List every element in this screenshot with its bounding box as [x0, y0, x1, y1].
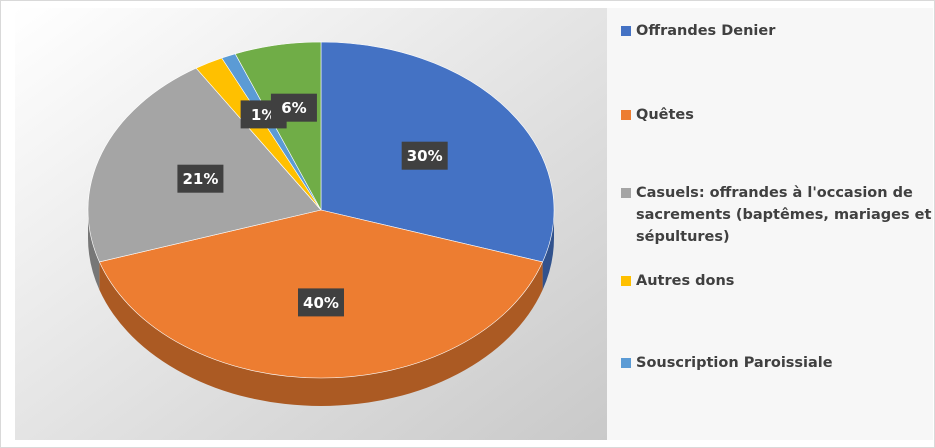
legend-swatch — [621, 276, 631, 286]
data-label: 6% — [281, 99, 306, 117]
legend-label: Casuels: offrandes à l'occasion de sacre… — [636, 185, 932, 245]
legend-label: Quêtes — [636, 107, 694, 123]
data-label-box — [177, 164, 224, 193]
slice-side — [542, 210, 554, 290]
legend-swatch — [621, 110, 631, 120]
legend-item: Quêtes — [621, 104, 935, 126]
legend-label: Offrandes Denier — [636, 23, 776, 39]
legend-item: Offrandes Denier — [621, 20, 935, 42]
data-label-box — [298, 288, 344, 317]
legend-label: Souscription Paroissiale — [636, 355, 833, 371]
legend-item: Souscription Paroissiale — [621, 352, 935, 374]
pie: 30% 40% 21% 1% 6% — [87, 41, 555, 406]
legend-swatch — [621, 26, 631, 36]
slice-side — [99, 261, 543, 406]
legend-item: Autres dons — [621, 270, 935, 292]
legend: Offrandes Denier Quêtes Casuels: offrandes… — [607, 8, 933, 440]
data-label-box — [270, 93, 317, 122]
data-label: 40% — [303, 294, 339, 312]
legend-swatch — [621, 188, 631, 198]
data-label-box — [401, 141, 448, 170]
legend-item: Casuels: offrandes à l'occasion de sacre… — [621, 182, 935, 248]
legend-label: Autres dons — [636, 273, 735, 289]
legend-swatch — [621, 358, 631, 368]
data-label: 30% — [407, 147, 443, 165]
data-label: 21% — [182, 170, 218, 188]
slice-side — [88, 210, 100, 290]
data-label: 1% — [251, 106, 276, 124]
